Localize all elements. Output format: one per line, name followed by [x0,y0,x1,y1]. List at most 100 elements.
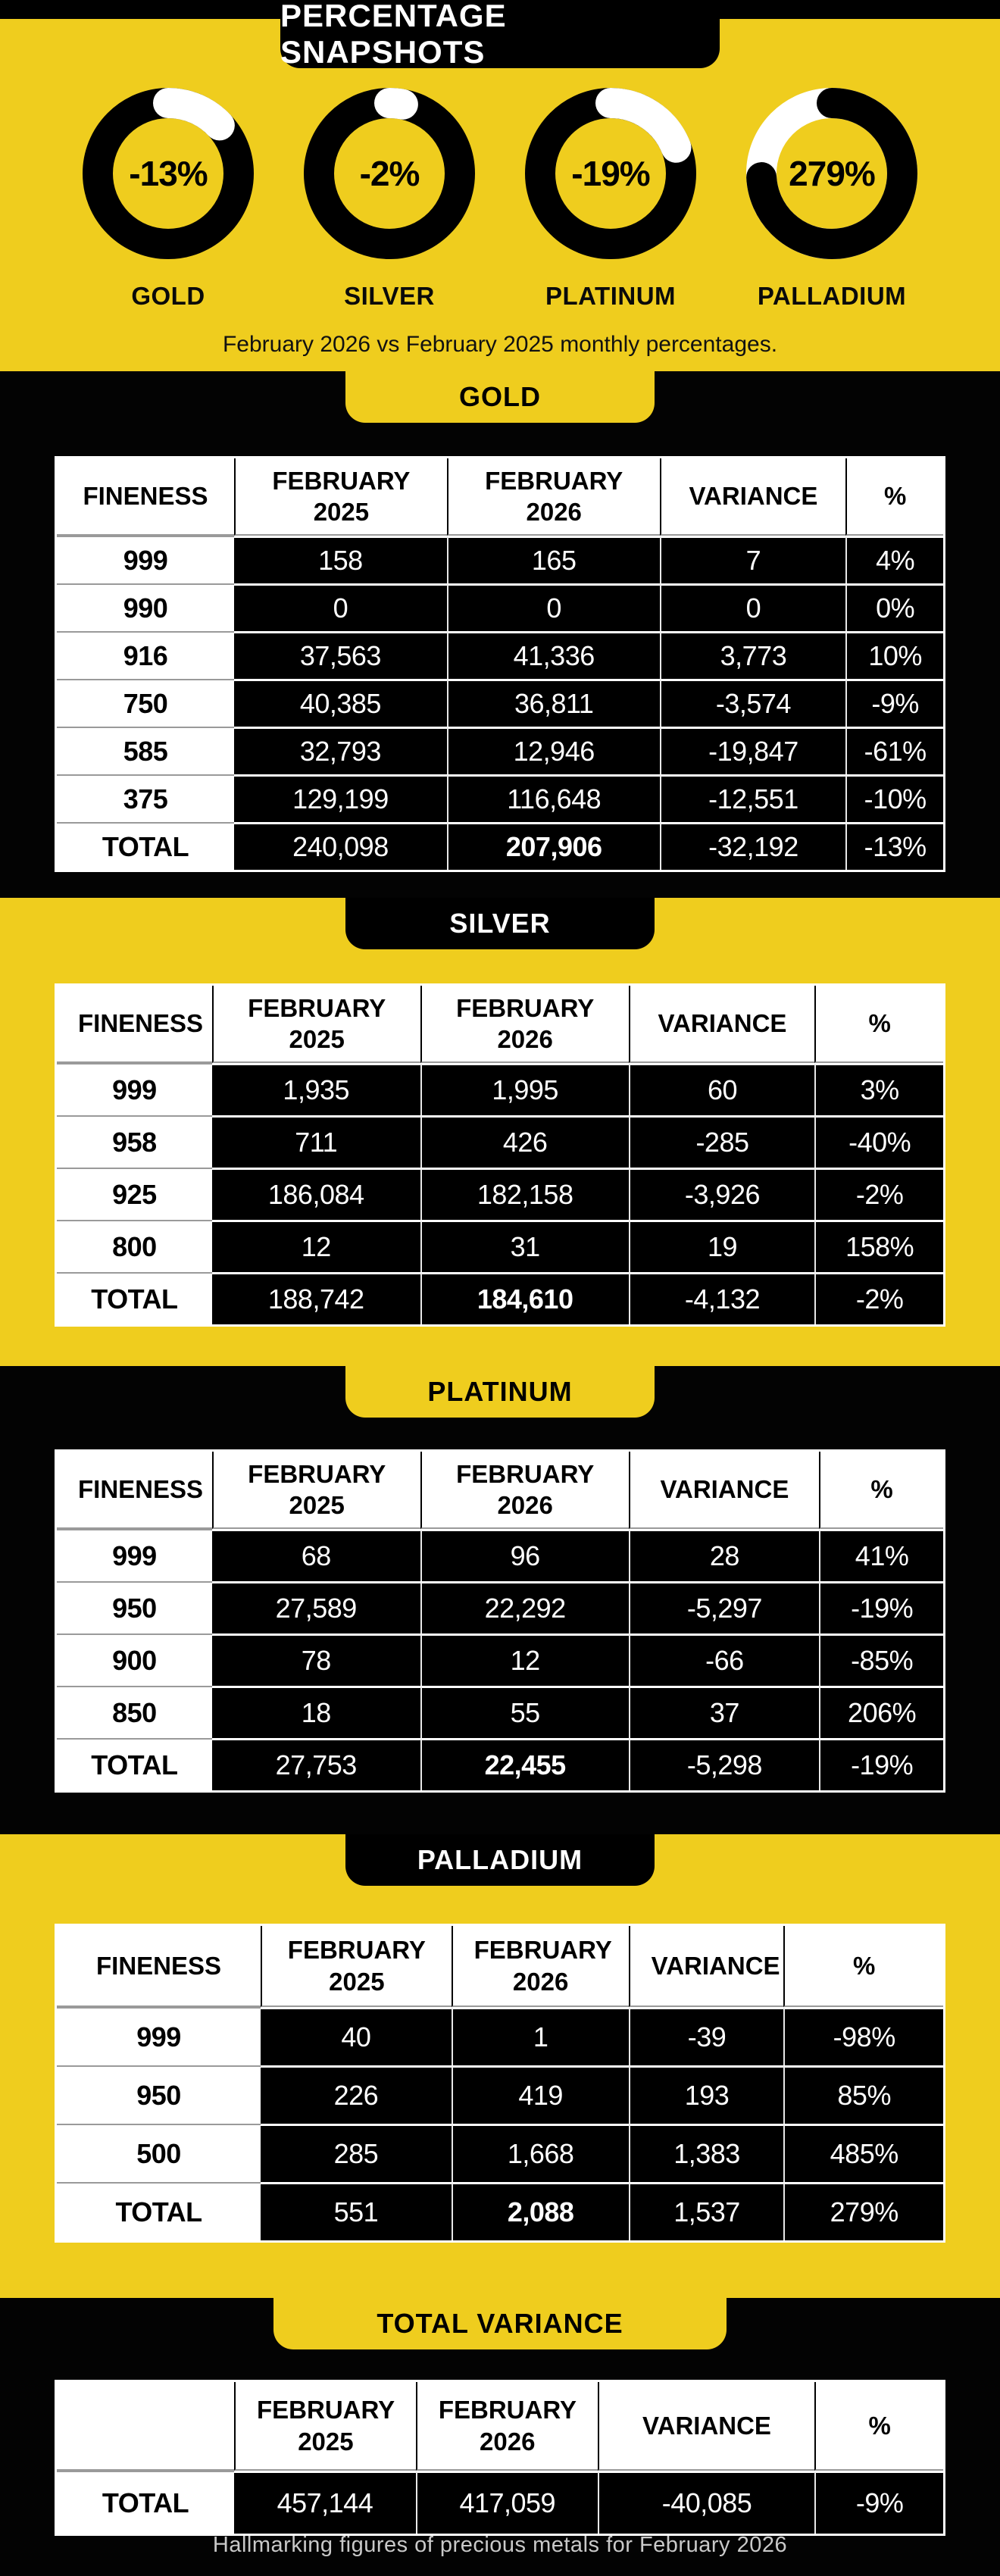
donut-ring-arc [304,88,475,259]
table-row: 925 186,084 182,158 -3,926 -2% [57,1168,943,1220]
value-cell: -285 [628,1115,815,1168]
total-label-cell: TOTAL [57,1738,212,1790]
value-cell: 40 [261,2007,452,2065]
table-total-row: TOTAL 240,098 207,906 -32,192 -13% [57,822,943,870]
donut-label-platinum: PLATINUM [545,282,677,310]
silver-section-title: SILVER [449,908,551,939]
value-cell: 0% [845,583,943,631]
column-header: FINENESS [57,1452,212,1529]
column-header: VARIANCE [628,1926,784,2007]
value-cell: 41% [819,1529,943,1581]
value-cell: 0 [234,583,447,631]
value-cell: -2% [814,1272,943,1324]
table-header-row: FINENESS FEBRUARY 2025 FEBRUARY 2026 VAR… [57,458,943,536]
table-row: 750 40,385 36,811 -3,574 -9% [57,679,943,727]
value-cell: 485% [783,2124,943,2182]
total-label-cell: TOTAL [57,1272,212,1324]
value-cell: 457,144 [234,2471,416,2534]
value-cell: -40,085 [597,2471,815,2534]
value-cell: -32,192 [659,822,846,870]
column-header: FEBRUARY 2025 [211,986,420,1063]
fineness-cell: 375 [57,774,234,822]
total-label-cell: TOTAL [57,2471,234,2534]
column-header: % [814,986,943,1063]
value-cell: 41,336 [446,631,660,679]
silver-table: FINENESS FEBRUARY 2025 FEBRUARY 2026 VAR… [55,983,945,1327]
donut-value-palladium: 279% [789,154,876,193]
column-header: FEBRUARY 2026 [420,986,629,1063]
value-cell: -61% [845,727,943,774]
value-cell: 116,648 [446,774,660,822]
table-row: 900 78 12 -66 -85% [57,1633,943,1686]
table-row: 850 18 55 37 206% [57,1686,943,1738]
value-cell: 27,589 [211,1581,420,1633]
table-row: 950 226 419 193 85% [57,2065,943,2124]
value-cell: -2% [814,1168,943,1220]
table-row: 999 68 96 28 41% [57,1529,943,1581]
table-total-row: TOTAL 551 2,088 1,537 279% [57,2182,943,2240]
palladium-section: PALLADIUM FINENESS FEBRUARY 2025 FEBRUAR… [0,1834,1000,2298]
silver-section-pill: SILVER [345,898,655,949]
gold-section-title: GOLD [459,381,541,412]
value-cell: 36,811 [446,679,660,727]
platinum-section-pill: PLATINUM [345,1366,655,1418]
value-cell: -4,132 [628,1272,815,1324]
column-header: VARIANCE [597,2382,815,2471]
donut-value-platinum: -19% [571,154,650,193]
fineness-cell: 800 [57,1220,212,1272]
value-cell: 1,995 [420,1063,629,1115]
column-header: FINENESS [57,458,234,536]
donut-palladium-svg [746,88,917,259]
donut-gold-svg [83,88,254,259]
value-cell: -19% [819,1738,943,1790]
donut-chart-silver: -2% [298,83,480,264]
table-row: 800 12 31 19 158% [57,1220,943,1272]
total-variance-pill: TOTAL VARIANCE [273,2298,727,2349]
palladium-table: FINENESS FEBRUARY 2025 FEBRUARY 2026 VAR… [55,1924,945,2243]
gold-section-pill: GOLD [345,371,655,423]
platinum-section-title: PLATINUM [427,1376,573,1407]
donut-row: -13% -2% -19% [0,83,1000,264]
value-cell: 68 [211,1529,420,1581]
fineness-cell: 999 [57,536,234,583]
column-header: % [783,1926,943,2007]
footer-caption: Hallmarking figures of precious metals f… [212,2533,788,2557]
value-cell: 129,199 [234,774,447,822]
table-total-row: TOTAL 457,144 417,059 -40,085 -9% [57,2471,943,2534]
value-cell: -13% [845,822,943,870]
fineness-cell: 850 [57,1686,212,1738]
value-cell: 1 [451,2007,629,2065]
column-header: VARIANCE [628,1452,820,1529]
value-cell: 184,610 [420,1272,629,1324]
table-row: 375 129,199 116,648 -12,551 -10% [57,774,943,822]
table-header-row: FINENESS FEBRUARY 2025 FEBRUARY 2026 VAR… [57,1452,943,1529]
value-cell: 1,383 [628,2124,784,2182]
fineness-cell: 999 [57,1063,212,1115]
value-cell: -19,847 [659,727,846,774]
column-header: VARIANCE [659,458,846,536]
value-cell: 60 [628,1063,815,1115]
value-cell: 158% [814,1220,943,1272]
value-cell: 1,537 [628,2182,784,2240]
table-header-row: FINENESS FEBRUARY 2025 FEBRUARY 2026 VAR… [57,986,943,1063]
value-cell: -98% [783,2007,943,2065]
donut-label-row: GOLD SILVER PLATINUM PALLADIUM [0,282,1000,311]
gold-table: FINENESS FEBRUARY 2025 FEBRUARY 2026 VAR… [55,456,945,872]
donut-platinum-svg [525,88,696,259]
palladium-section-pill: PALLADIUM [345,1834,655,1886]
value-cell: -12,551 [659,774,846,822]
fineness-cell: 999 [57,1529,212,1581]
donut-label-palladium: PALLADIUM [757,282,907,310]
fineness-cell: 750 [57,679,234,727]
column-header: FEBRUARY 2025 [234,458,447,536]
value-cell: 226 [261,2065,452,2124]
value-cell: 158 [234,536,447,583]
hero-title-pill: PERCENTAGE SNAPSHOTS [280,0,720,70]
column-header: FEBRUARY 2026 [446,458,660,536]
value-cell: 10% [845,631,943,679]
value-cell: 3,773 [659,631,846,679]
value-cell: 419 [451,2065,629,2124]
donut-ring-arc [83,88,254,259]
fineness-cell: 958 [57,1115,212,1168]
